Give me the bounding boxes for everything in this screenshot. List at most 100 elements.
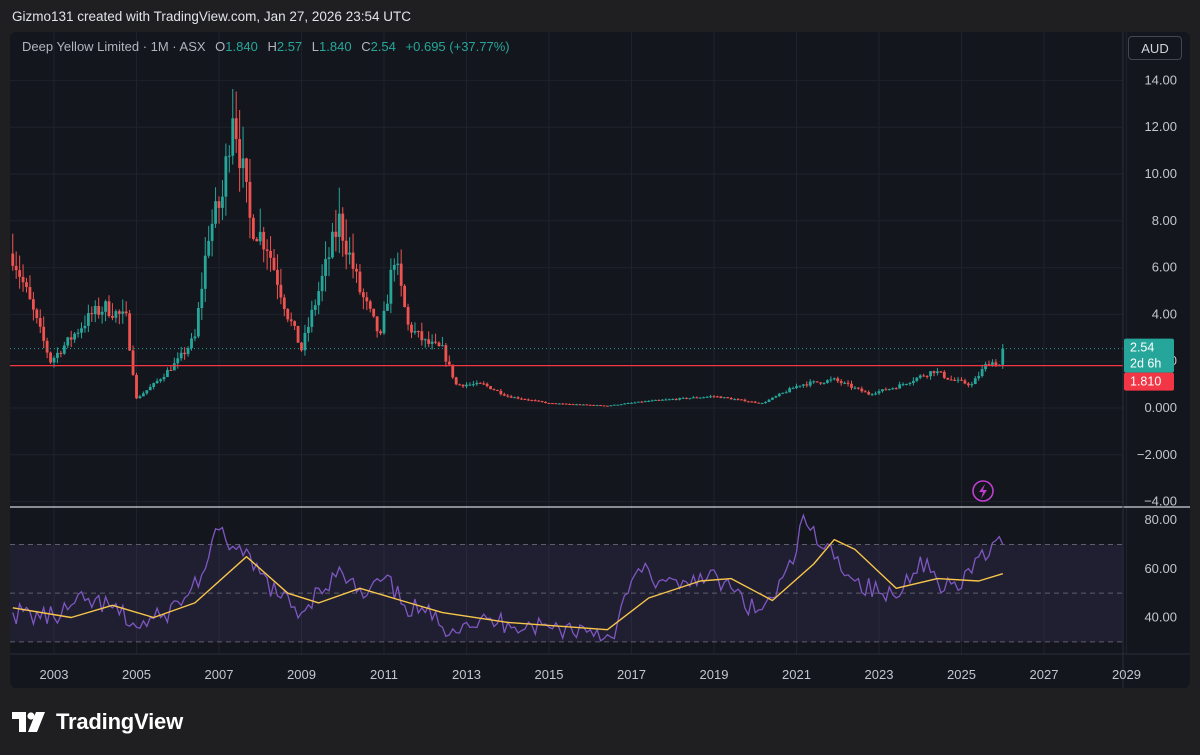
candle-body xyxy=(966,383,970,386)
candle-body xyxy=(155,380,159,384)
candle-body xyxy=(757,402,761,404)
candle-body xyxy=(815,381,819,383)
candle-body xyxy=(712,396,716,398)
candle-body xyxy=(870,394,874,396)
candle-body xyxy=(276,269,279,285)
candle-body xyxy=(509,396,513,398)
candle-body xyxy=(399,263,403,286)
candle-body xyxy=(812,381,816,383)
candle-body xyxy=(867,392,871,395)
candle-body xyxy=(705,396,709,398)
candle-body xyxy=(265,249,269,251)
candle-body xyxy=(918,375,922,378)
candle-body xyxy=(475,382,479,385)
candle-body xyxy=(977,376,981,379)
candle-body xyxy=(86,313,90,326)
candle-body xyxy=(771,397,774,400)
price-axis-label: 6.00 xyxy=(1152,260,1177,275)
candle-body xyxy=(441,345,444,347)
time-axis-label: 2017 xyxy=(617,667,646,682)
candle-body xyxy=(702,397,706,399)
candle-body xyxy=(537,400,541,402)
candle-body xyxy=(221,196,224,208)
legend-low: 1.840 xyxy=(319,39,352,54)
candle-body xyxy=(884,389,888,391)
candle-body xyxy=(207,240,211,256)
candle-body xyxy=(922,375,926,377)
candle-body xyxy=(255,239,259,242)
candle-body xyxy=(530,400,534,402)
candle-body xyxy=(49,352,52,363)
hline-tag xyxy=(1124,372,1174,391)
candle-body xyxy=(688,398,692,400)
price-axis-label: 14.00 xyxy=(1144,72,1177,87)
time-axis-label: 2005 xyxy=(122,667,151,682)
candle-body xyxy=(547,403,551,405)
legend-high: 2.57 xyxy=(276,39,303,54)
candle-body xyxy=(313,305,317,310)
candle-body xyxy=(571,404,575,406)
candle-body xyxy=(874,393,877,395)
candle-body xyxy=(719,396,723,399)
candle-body xyxy=(203,255,207,289)
candle-body xyxy=(932,371,936,374)
candle-body xyxy=(52,357,56,363)
candle-body xyxy=(612,404,616,406)
candle-body xyxy=(520,398,523,400)
candle-body xyxy=(248,181,252,218)
candle-body xyxy=(485,383,489,387)
candle-body xyxy=(602,405,606,407)
chart-area[interactable]: 14.0012.0010.008.006.004.002.000.000−2.0… xyxy=(10,32,1190,688)
candle-body xyxy=(626,403,630,405)
candle-body xyxy=(423,339,427,341)
candle-body xyxy=(788,388,792,393)
candle-body xyxy=(196,307,200,337)
candle-body xyxy=(293,321,297,326)
legend-symbol: Deep Yellow Limited · 1M · ASX xyxy=(22,39,206,54)
tradingview-logo-icon xyxy=(12,711,45,732)
candle-body xyxy=(674,399,678,401)
candle-body xyxy=(726,397,730,399)
candle-body xyxy=(678,398,682,400)
time-axis-label: 2011 xyxy=(370,667,398,682)
candle-body xyxy=(190,338,193,349)
candle-body xyxy=(630,402,633,404)
candle-body xyxy=(420,331,424,341)
candle-body xyxy=(832,378,836,380)
candle-body xyxy=(389,269,393,304)
brand-name: TradingView xyxy=(56,708,183,734)
candle-body xyxy=(413,331,417,333)
candle-body xyxy=(458,384,462,386)
time-axis-label: 2007 xyxy=(205,667,234,682)
price-axis-label: 12.00 xyxy=(1144,119,1177,134)
candle-body xyxy=(358,271,362,293)
chart-canvas[interactable]: 14.0012.0010.008.006.004.002.000.000−2.0… xyxy=(10,32,1190,688)
candle-body xyxy=(306,326,310,334)
candle-body xyxy=(836,378,840,382)
footer-branding: TradingView xyxy=(0,688,1200,755)
candle-body xyxy=(35,309,39,318)
candle-body xyxy=(640,401,644,403)
candle-body xyxy=(348,252,352,255)
candle-body xyxy=(956,379,960,381)
candle-body xyxy=(25,282,28,288)
legend-low-label: L xyxy=(311,39,320,54)
candle-body xyxy=(774,396,778,398)
candle-body xyxy=(685,397,688,399)
time-axis-label: 2027 xyxy=(1030,667,1059,682)
time-axis-label: 2023 xyxy=(865,667,894,682)
candle-body xyxy=(647,400,651,402)
candle-body xyxy=(936,371,939,374)
candle-body xyxy=(970,384,974,386)
candle-body xyxy=(860,388,864,392)
symbol-legend: Deep Yellow Limited · 1M · ASX O1.840 H2… xyxy=(22,39,510,54)
currency-button[interactable]: AUD xyxy=(1128,36,1182,60)
candle-body xyxy=(499,390,503,395)
candle-body xyxy=(296,325,300,343)
candle-body xyxy=(881,389,884,392)
candle-body xyxy=(592,404,596,406)
candle-body xyxy=(169,369,173,371)
candle-body xyxy=(310,309,314,327)
candle-body xyxy=(272,257,276,270)
candle-body xyxy=(551,403,554,405)
